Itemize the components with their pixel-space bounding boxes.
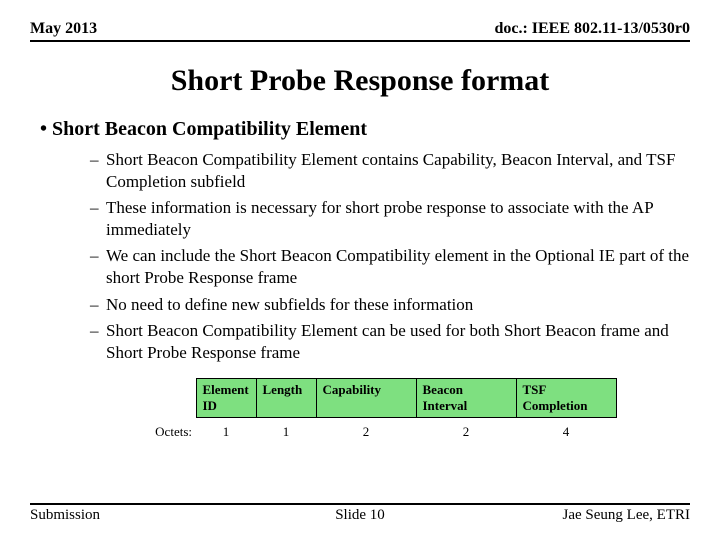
sub-bullet: We can include the Short Beacon Compatib…: [90, 245, 690, 289]
octets-row: Octets: 1 1 2 2 4: [150, 417, 616, 440]
slide-title: Short Probe Response format: [30, 64, 690, 98]
footer-right: Jae Seung Lee, ETRI: [563, 507, 690, 524]
sub-bullet: Short Beacon Compatibility Element conta…: [90, 149, 690, 193]
sub-bullet: No need to define new subfields for thes…: [90, 294, 690, 316]
footer-center: Slide 10: [335, 507, 385, 524]
sub-bullet: These information is necessary for short…: [90, 197, 690, 241]
col-header: Beacon Interval: [416, 378, 516, 417]
octets-value: 1: [196, 417, 256, 440]
footer-left: Submission: [30, 507, 100, 524]
table-header-row: Element ID Length Capability Beacon Inte…: [150, 378, 616, 417]
octets-value: 1: [256, 417, 316, 440]
octets-label: Octets:: [150, 417, 196, 440]
octets-value: 2: [416, 417, 516, 440]
octets-value: 2: [316, 417, 416, 440]
octets-value: 4: [516, 417, 616, 440]
format-table: Element ID Length Capability Beacon Inte…: [150, 378, 690, 440]
main-bullet-text: Short Beacon Compatibility Element: [52, 118, 367, 140]
col-header: Length: [256, 378, 316, 417]
col-header: TSF Completion: [516, 378, 616, 417]
header-doc: doc.: IEEE 802.11-13/0530r0: [494, 20, 690, 38]
sub-bullet: Short Beacon Compatibility Element can b…: [90, 320, 690, 364]
sub-bullet-list: Short Beacon Compatibility Element conta…: [90, 149, 690, 364]
slide-footer: Submission Slide 10 Jae Seung Lee, ETRI: [30, 503, 690, 524]
main-bullet: • Short Beacon Compatibility Element: [40, 118, 690, 141]
header-date: May 2013: [30, 20, 97, 38]
slide-header: May 2013 doc.: IEEE 802.11-13/0530r0: [30, 20, 690, 42]
col-header: Element ID: [196, 378, 256, 417]
col-header: Capability: [316, 378, 416, 417]
